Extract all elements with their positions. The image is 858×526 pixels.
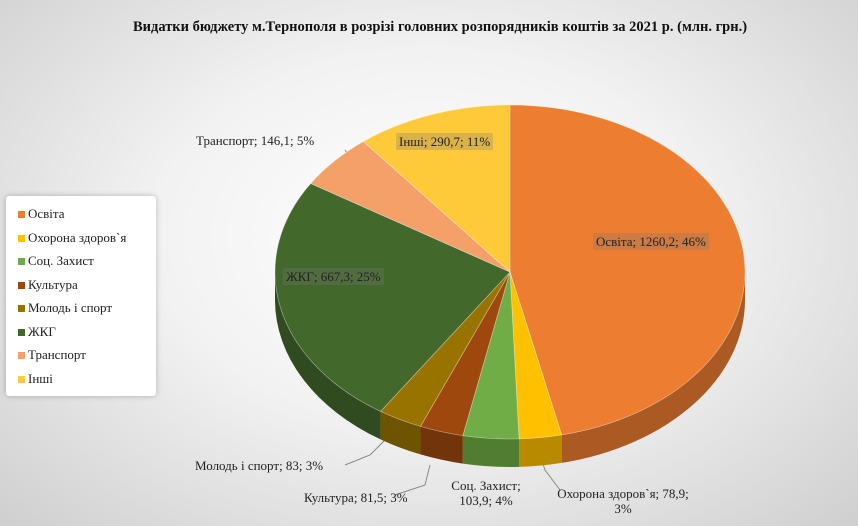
legend-swatch <box>18 328 25 336</box>
slice <box>509 104 746 436</box>
legend-item: Соц. Захист <box>18 253 94 269</box>
legend: Освіта Охорона здоров`я Соц. Захист Культур… <box>6 196 156 396</box>
legend-swatch <box>18 375 25 383</box>
data-label: Соц. Захист; 103,9; 4% <box>451 478 521 508</box>
legend-swatch <box>18 281 25 289</box>
legend-swatch <box>18 234 25 242</box>
leader-line <box>344 439 386 466</box>
slice <box>419 271 511 437</box>
slice-side <box>380 411 421 455</box>
legend-item: Охорона здоров`я <box>18 230 126 246</box>
legend-item: Освіта <box>18 206 65 222</box>
legend-label: Молодь і спорт <box>28 300 113 315</box>
slice-side <box>519 434 562 467</box>
slice <box>310 140 511 273</box>
slice-side <box>275 272 381 440</box>
legend-label: Освіта <box>28 206 65 221</box>
legend-item: Інші <box>18 371 53 387</box>
legend-label: Культура <box>28 276 78 292</box>
chart-title: Видатки бюджету м.Тернополя в розрізі го… <box>132 19 748 35</box>
legend-item: Транспорт <box>18 347 86 363</box>
legend-swatch <box>18 305 25 312</box>
slice <box>379 271 511 427</box>
data-label: Культура; 81,5; 3% <box>304 490 408 505</box>
slice <box>462 271 520 440</box>
data-label: Транспорт; 146,1; 5% <box>196 133 315 148</box>
pie-tops <box>274 104 746 440</box>
leader-line <box>394 464 431 496</box>
legend-item: Молодь і спорт <box>18 300 112 316</box>
slice <box>362 104 511 273</box>
legend-swatch <box>18 211 25 218</box>
data-label: Інші; 290,7; 11% <box>396 133 494 150</box>
legend-swatch <box>18 352 25 359</box>
data-label: Освіта; 1260,2; 46% <box>593 233 709 250</box>
legend-swatch <box>18 258 25 265</box>
legend-label: Транспорт <box>28 347 86 362</box>
data-label: Молодь і спорт; 83; 3% <box>195 458 324 473</box>
slice-side <box>561 272 745 463</box>
data-label: Охорона здоров`я; 78,9; 3% <box>557 486 689 516</box>
legend-label: Охорона здоров`я <box>28 229 127 245</box>
pie-sides <box>275 272 745 467</box>
slice-side <box>462 435 520 467</box>
legend-item: ЖКГ <box>18 324 56 340</box>
slice <box>274 182 511 412</box>
legend-label: Інші <box>28 370 53 386</box>
legend-label: ЖКГ <box>28 323 56 339</box>
data-label: ЖКГ; 667,3; 25% <box>283 268 384 285</box>
slice <box>509 271 563 440</box>
legend-label: Соц. Захист <box>28 253 94 268</box>
slice-side <box>420 426 463 464</box>
legend-item: Культура <box>18 277 78 293</box>
